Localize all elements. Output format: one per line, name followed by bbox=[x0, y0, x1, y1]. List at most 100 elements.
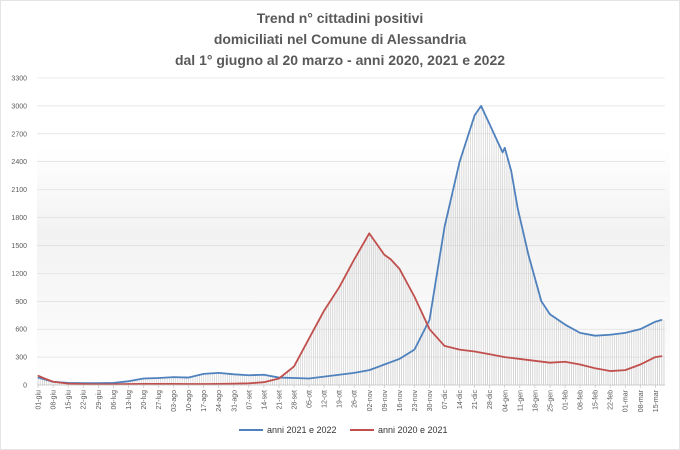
data-point bbox=[564, 323, 566, 326]
data-point bbox=[308, 337, 310, 340]
data-point bbox=[278, 377, 280, 380]
plot-shading bbox=[37, 148, 670, 388]
data-point bbox=[338, 374, 340, 376]
chart-title-line-2: domiciliati nel Comune di Alessandria bbox=[213, 31, 467, 47]
x-tick-label: 26-ott bbox=[352, 390, 359, 408]
data-point bbox=[383, 254, 385, 256]
data-point bbox=[474, 114, 476, 116]
series-lines bbox=[37, 105, 663, 386]
data-point bbox=[489, 353, 491, 355]
data-point bbox=[127, 383, 129, 385]
data-point bbox=[263, 374, 265, 376]
x-tick-label: 04-gen bbox=[502, 390, 509, 412]
x-tick-label: 20-lug bbox=[141, 390, 148, 410]
data-point bbox=[172, 376, 175, 378]
data-point bbox=[203, 373, 205, 375]
x-tick-label: 01-giu bbox=[36, 390, 43, 410]
data-point bbox=[661, 319, 663, 321]
data-point bbox=[248, 382, 250, 384]
data-point bbox=[534, 360, 536, 362]
x-tick-label: 27-lug bbox=[156, 390, 163, 410]
data-point bbox=[37, 375, 39, 377]
y-tick-label: 2400 bbox=[11, 159, 27, 166]
chart-title-line-3: dal 1° giugno al 20 marzo - anni 2020, 2… bbox=[174, 52, 506, 68]
data-point bbox=[293, 365, 295, 367]
x-tick-label: 30-nov bbox=[427, 390, 434, 412]
x-tick-label: 15-mar bbox=[653, 389, 660, 412]
data-point bbox=[609, 334, 611, 336]
data-point bbox=[459, 349, 461, 351]
data-point bbox=[540, 300, 542, 302]
y-tick-label: 600 bbox=[15, 327, 27, 334]
x-tick-label: 24-ago bbox=[216, 390, 223, 412]
x-tick-label: 07-set bbox=[246, 390, 253, 410]
data-point bbox=[383, 363, 385, 366]
data-point bbox=[142, 377, 145, 380]
data-point bbox=[624, 332, 626, 334]
data-point bbox=[67, 383, 69, 385]
x-tick-label: 08-giu bbox=[51, 390, 58, 410]
x-tick-label: 29-giu bbox=[96, 390, 103, 410]
data-point bbox=[534, 277, 536, 279]
data-point bbox=[188, 383, 190, 385]
data-point bbox=[639, 328, 641, 330]
data-point bbox=[390, 258, 392, 261]
data-point bbox=[368, 232, 370, 234]
data-point bbox=[248, 374, 250, 376]
x-tick-label: 21-set bbox=[276, 390, 283, 410]
data-point bbox=[97, 383, 99, 385]
data-point bbox=[233, 373, 235, 375]
x-tick-label: 13-lug bbox=[126, 390, 133, 410]
series-line-1 bbox=[37, 105, 663, 385]
y-tick-label: 1200 bbox=[11, 271, 27, 278]
x-tick-label: 09-nov bbox=[382, 390, 389, 412]
x-tick-label: 01-feb bbox=[562, 390, 569, 410]
data-point bbox=[525, 244, 527, 247]
data-point bbox=[624, 369, 626, 371]
data-point bbox=[594, 367, 596, 369]
data-point bbox=[549, 362, 551, 364]
x-tick-label: 19-ott bbox=[337, 390, 344, 408]
x-tick-label: 21-dic bbox=[472, 390, 479, 410]
data-point bbox=[52, 381, 54, 383]
data-point bbox=[504, 147, 506, 149]
x-tick-label: 11-gen bbox=[517, 390, 524, 411]
data-point bbox=[549, 313, 551, 315]
y-tick-label: 3300 bbox=[11, 76, 27, 83]
data-point bbox=[368, 369, 370, 371]
chart-title-line-1: Trend n° cittadini positivi bbox=[256, 10, 424, 26]
data-point bbox=[353, 258, 355, 261]
data-point bbox=[504, 356, 506, 358]
data-point bbox=[82, 383, 84, 385]
data-point bbox=[661, 355, 663, 357]
x-tick-label: 25-gen bbox=[547, 390, 554, 412]
data-point bbox=[323, 376, 325, 378]
data-point bbox=[112, 382, 114, 384]
data-point bbox=[459, 161, 461, 163]
y-tick-label: 0 bbox=[23, 383, 27, 390]
x-tick-label: 14-set bbox=[261, 390, 268, 410]
data-point bbox=[654, 356, 656, 358]
data-point bbox=[428, 319, 431, 321]
x-tick-label: 18-gen bbox=[532, 390, 539, 412]
x-tick-label: 23-nov bbox=[412, 390, 419, 412]
x-tick-label: 28-set bbox=[292, 390, 299, 410]
x-tick-label: 12-ott bbox=[322, 390, 329, 408]
data-point bbox=[495, 137, 497, 140]
data-point bbox=[398, 268, 400, 270]
legend: anni 2021 e 2022 anni 2020 e 2021 bbox=[239, 425, 448, 435]
data-point bbox=[157, 383, 160, 385]
data-point bbox=[474, 350, 476, 353]
y-tick-label: 1800 bbox=[11, 215, 27, 222]
y-tick-label: 1500 bbox=[11, 243, 27, 250]
data-point bbox=[443, 226, 446, 228]
data-point bbox=[323, 309, 325, 312]
x-tick-label: 16-nov bbox=[397, 390, 404, 412]
x-tick-label: 08-feb bbox=[578, 390, 585, 410]
data-point bbox=[527, 254, 530, 256]
data-point bbox=[188, 376, 190, 379]
data-point bbox=[502, 151, 504, 154]
x-tick-label: 10-ago bbox=[186, 390, 193, 412]
x-tick-label: 15-feb bbox=[593, 390, 600, 410]
